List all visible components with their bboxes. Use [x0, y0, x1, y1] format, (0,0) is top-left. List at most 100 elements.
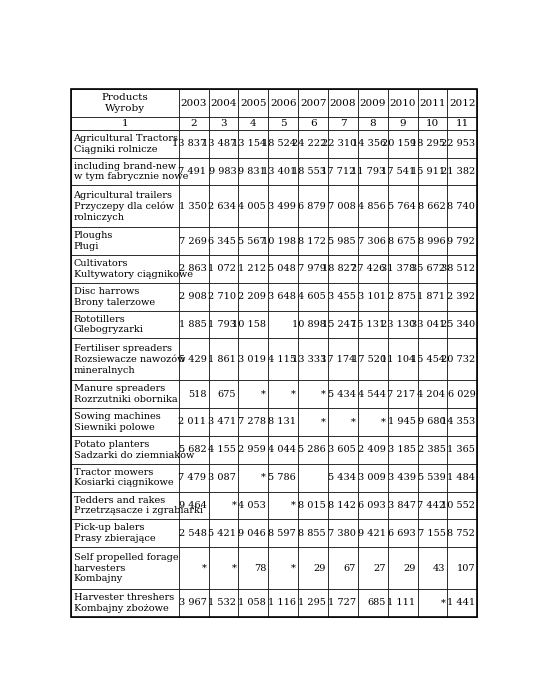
- Text: 29: 29: [403, 563, 416, 572]
- Text: 18 524: 18 524: [262, 139, 296, 148]
- Bar: [388, 89, 418, 117]
- Text: 18 295: 18 295: [411, 139, 446, 148]
- Bar: [358, 157, 388, 185]
- Bar: [298, 310, 328, 338]
- Text: Potato planters
Sadzarki do ziemniaków: Potato planters Sadzarki do ziemniaków: [73, 440, 194, 460]
- Text: *: *: [202, 563, 207, 572]
- Text: 11 104: 11 104: [381, 355, 416, 363]
- Bar: [298, 380, 328, 408]
- Bar: [179, 408, 209, 436]
- Text: 2 959: 2 959: [239, 445, 266, 454]
- Text: 1 072: 1 072: [208, 264, 236, 273]
- Bar: [71, 408, 179, 436]
- Bar: [179, 589, 209, 617]
- Text: 2004: 2004: [210, 99, 237, 108]
- Bar: [447, 157, 477, 185]
- Bar: [268, 547, 298, 589]
- Bar: [388, 408, 418, 436]
- Text: 7 217: 7 217: [387, 389, 416, 398]
- Text: Fertiliser spreaders
Rozsiewacze nawozów
mineralnych: Fertiliser spreaders Rozsiewacze nawozów…: [73, 344, 185, 375]
- Text: 7: 7: [340, 119, 346, 128]
- Bar: [179, 283, 209, 310]
- Bar: [388, 130, 418, 157]
- Text: 11 793: 11 793: [351, 167, 386, 176]
- Bar: [298, 255, 328, 283]
- Bar: [298, 283, 328, 310]
- Text: 23 130: 23 130: [381, 320, 416, 329]
- Text: 10 552: 10 552: [441, 501, 475, 510]
- Text: 3 967: 3 967: [179, 598, 207, 607]
- Bar: [328, 338, 358, 380]
- Text: 1 350: 1 350: [179, 202, 207, 211]
- Text: 22 953: 22 953: [441, 139, 475, 148]
- Text: 2 710: 2 710: [208, 292, 236, 301]
- Text: 2009: 2009: [360, 99, 386, 108]
- Text: 1 532: 1 532: [208, 598, 236, 607]
- Bar: [239, 589, 268, 617]
- Bar: [328, 408, 358, 436]
- Text: 2003: 2003: [180, 99, 207, 108]
- Bar: [447, 589, 477, 617]
- Bar: [239, 491, 268, 519]
- Text: 38 512: 38 512: [441, 264, 475, 273]
- Bar: [239, 519, 268, 547]
- Bar: [358, 491, 388, 519]
- Bar: [209, 463, 239, 491]
- Bar: [358, 338, 388, 380]
- Bar: [268, 185, 298, 227]
- Bar: [298, 117, 328, 130]
- Text: 6 879: 6 879: [298, 202, 326, 211]
- Bar: [71, 491, 179, 519]
- Bar: [298, 185, 328, 227]
- Text: 10: 10: [426, 119, 439, 128]
- Bar: [71, 130, 179, 157]
- Bar: [268, 463, 298, 491]
- Text: 7 442: 7 442: [417, 501, 446, 510]
- Text: 29: 29: [314, 563, 326, 572]
- Bar: [388, 463, 418, 491]
- Bar: [71, 310, 179, 338]
- Bar: [71, 463, 179, 491]
- Text: 43: 43: [433, 563, 446, 572]
- Text: 3 455: 3 455: [328, 292, 356, 301]
- Text: 7 491: 7 491: [179, 167, 207, 176]
- Bar: [358, 130, 388, 157]
- Text: 25 340: 25 340: [441, 320, 475, 329]
- Bar: [298, 157, 328, 185]
- Bar: [268, 310, 298, 338]
- Bar: [418, 227, 447, 255]
- Bar: [239, 408, 268, 436]
- Text: 2 548: 2 548: [179, 528, 207, 538]
- Bar: [418, 117, 447, 130]
- Text: 13 837: 13 837: [172, 139, 207, 148]
- Bar: [179, 436, 209, 463]
- Bar: [388, 310, 418, 338]
- Text: 5 048: 5 048: [269, 264, 296, 273]
- Bar: [447, 436, 477, 463]
- Bar: [298, 463, 328, 491]
- Bar: [209, 227, 239, 255]
- Text: 3: 3: [220, 119, 227, 128]
- Text: 7 155: 7 155: [417, 528, 446, 538]
- Bar: [239, 255, 268, 283]
- Bar: [328, 436, 358, 463]
- Bar: [209, 380, 239, 408]
- Bar: [328, 589, 358, 617]
- Bar: [209, 89, 239, 117]
- Text: 18 553: 18 553: [292, 167, 326, 176]
- Bar: [71, 519, 179, 547]
- Text: 21 382: 21 382: [441, 167, 475, 176]
- Text: 3 648: 3 648: [268, 292, 296, 301]
- Text: Tractor mowers
Kosiarki ciągnikowe: Tractor mowers Kosiarki ciągnikowe: [73, 468, 173, 487]
- Bar: [298, 519, 328, 547]
- Text: 2 634: 2 634: [208, 202, 236, 211]
- Bar: [388, 338, 418, 380]
- Bar: [418, 463, 447, 491]
- Bar: [328, 491, 358, 519]
- Bar: [179, 157, 209, 185]
- Text: Manure spreaders
Rozrzutniki obornika: Manure spreaders Rozrzutniki obornika: [73, 384, 177, 404]
- Text: 1 727: 1 727: [328, 598, 356, 607]
- Bar: [268, 157, 298, 185]
- Bar: [447, 491, 477, 519]
- Bar: [239, 338, 268, 380]
